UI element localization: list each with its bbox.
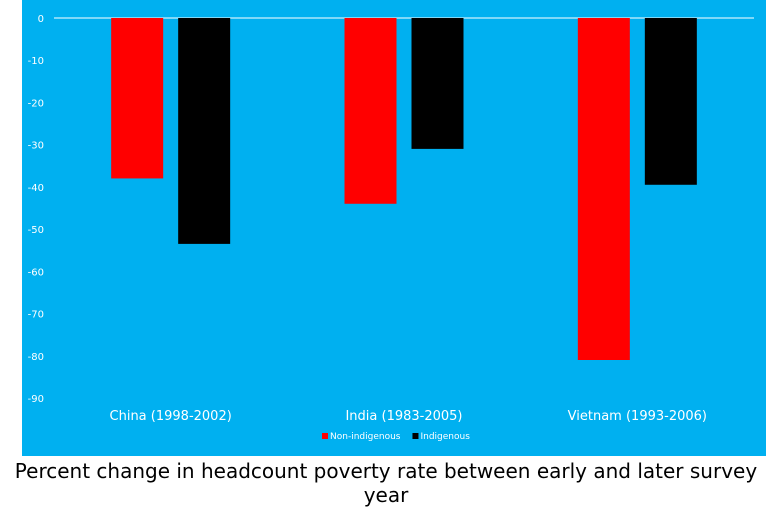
- category-label: Vietnam (1993-2006): [568, 409, 707, 424]
- y-tick-label: -70: [28, 310, 44, 321]
- y-tick-label: -60: [28, 267, 44, 278]
- bar-non-indigenous: [111, 18, 164, 179]
- y-tick-label: -20: [28, 98, 44, 109]
- legend-label: Indigenous: [420, 432, 470, 442]
- y-tick-label: -80: [28, 352, 44, 363]
- legend-swatch: [412, 433, 419, 439]
- bar-indigenous: [644, 18, 697, 185]
- y-tick-label: 0: [38, 14, 44, 25]
- y-tick-label: -30: [28, 141, 44, 152]
- y-tick-label: -10: [28, 56, 44, 67]
- category-label: China (1998-2002): [110, 409, 232, 424]
- bar-indigenous: [178, 18, 231, 244]
- legend-swatch: [322, 433, 328, 439]
- bar-non-indigenous: [344, 18, 397, 204]
- legend-label: Non-indigenous: [330, 432, 401, 442]
- y-tick-label: -50: [28, 225, 44, 236]
- bar-non-indigenous: [577, 18, 630, 360]
- chart-caption: Percent change in headcount poverty rate…: [14, 459, 758, 507]
- chart-area: 0 -10 -20 -30 -40 -50 -60 -70 -80 -90 China (1998-…: [22, 0, 766, 456]
- bar-chart: 0 -10 -20 -30 -40 -50 -60 -70 -80 -90 China (1998-…: [22, 0, 766, 456]
- y-tick-label: -40: [28, 183, 44, 194]
- bar-indigenous: [411, 18, 464, 149]
- y-tick-label: -90: [28, 394, 44, 405]
- category-label: India (1983-2005): [345, 409, 462, 424]
